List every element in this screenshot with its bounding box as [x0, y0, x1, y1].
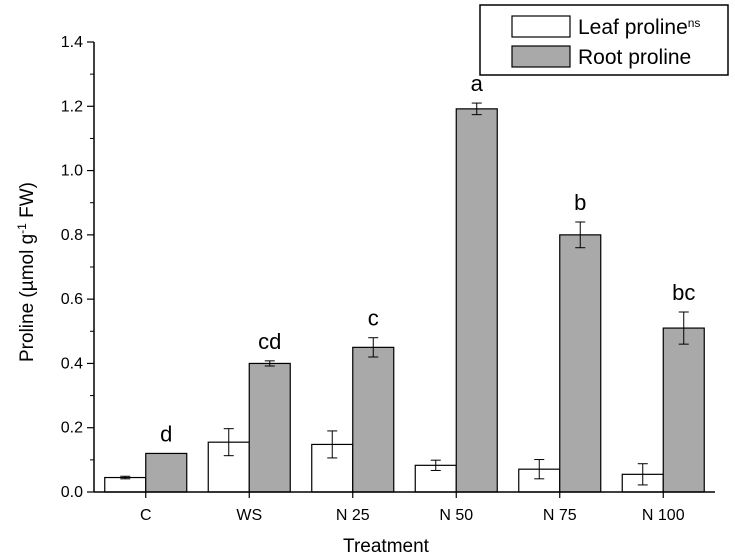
- legend: Leaf prolinens Root proline: [479, 4, 729, 76]
- bar-root-2: [352, 346, 395, 493]
- error-bar-root-4: [575, 221, 586, 249]
- y-tick-label-4: 0.8: [61, 227, 83, 244]
- y-tick-label-1: 0.2: [61, 420, 83, 437]
- y-axis-title: Proline (µmol g-1 FW): [15, 182, 38, 362]
- y-axis-title-main: Proline (µmol g: [17, 234, 38, 362]
- significance-label-0: d: [160, 421, 172, 446]
- x-tick-label-5: N 100: [642, 507, 685, 524]
- bar-root-1: [248, 362, 291, 493]
- x-tick-label-3: N 50: [439, 507, 473, 524]
- y-axis-title-tail: FW): [17, 182, 38, 223]
- legend-label-leaf-name: Leaf proline: [578, 16, 688, 39]
- error-bar-root-3: [471, 102, 482, 116]
- bar-root-3: [455, 108, 498, 493]
- error-bar-leaf-0: [120, 475, 131, 480]
- significance-label-5: bc: [672, 280, 695, 305]
- significance-label-2: c: [368, 306, 379, 331]
- y-tick-label-5: 1.0: [61, 163, 83, 180]
- legend-swatch-leaf: [511, 15, 571, 38]
- legend-label-root: Root proline: [578, 46, 691, 69]
- y-axis-title-superscript: -1: [15, 223, 29, 234]
- error-bar-root-2: [368, 337, 379, 358]
- error-bar-leaf-2: [327, 430, 338, 459]
- x-tick-label-1: WS: [236, 507, 262, 524]
- error-bar-leaf-3: [430, 459, 441, 471]
- error-bar-leaf-5: [637, 463, 648, 486]
- significance-label-1: cd: [258, 329, 281, 354]
- bar-root-0: [145, 452, 188, 493]
- error-bar-root-1: [264, 360, 275, 367]
- y-tick-label-3: 0.6: [61, 291, 83, 308]
- y-tick-label-0: 0.0: [61, 484, 83, 501]
- bar-root-4: [559, 234, 602, 493]
- error-bar-root-5: [678, 311, 689, 345]
- x-tick-label-4: N 75: [543, 507, 577, 524]
- error-bar-leaf-1: [223, 428, 234, 457]
- significance-label-3: a: [471, 71, 484, 96]
- y-tick-label-7: 1.4: [61, 34, 83, 51]
- y-tick-label-6: 1.2: [61, 98, 83, 115]
- plot-area: d cd c a b bc: [104, 71, 705, 493]
- axes: 0.0 0.2 0.4 0.6 0.8 1.0 1.2 1.4 C WS N 25 N 50 N 75 N…: [61, 34, 715, 524]
- x-axis-title: Treatment: [343, 536, 430, 557]
- bar-root-5: [662, 327, 705, 493]
- legend-label-leaf-superscript: ns: [688, 16, 701, 30]
- legend-label-leaf: Leaf prolinens: [578, 16, 700, 39]
- y-tick-label-2: 0.4: [61, 355, 83, 372]
- legend-swatch-root: [511, 45, 571, 68]
- x-tick-label-0: C: [140, 507, 152, 524]
- x-tick-label-2: N 25: [336, 507, 370, 524]
- significance-label-4: b: [574, 190, 586, 215]
- error-bar-leaf-4: [534, 459, 545, 480]
- bar-leaf-0: [104, 476, 147, 493]
